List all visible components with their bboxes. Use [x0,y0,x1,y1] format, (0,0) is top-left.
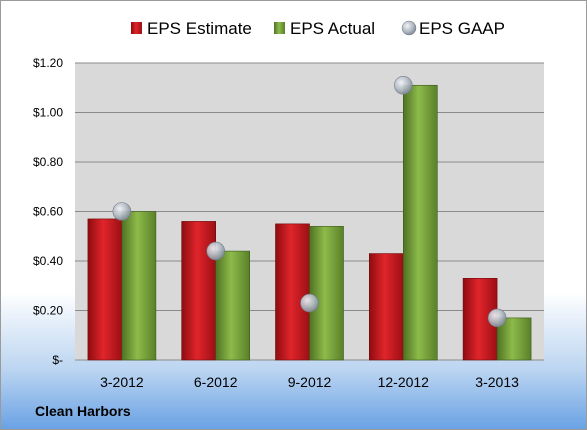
point-eps-gaap [206,241,225,261]
gaap-points [112,75,507,328]
point-eps-gaap [393,75,413,95]
y-tick-label: $- [52,353,63,367]
bar-eps-actual [309,226,344,361]
legend-swatch [274,22,285,34]
y-tick-label: $0.60 [33,205,63,219]
x-tick-label: 9-2012 [288,374,332,390]
y-tick-label: $0.80 [33,155,63,169]
x-tick-label: 3-2013 [475,374,519,390]
y-axis-labels: $- $0.20 $0.40 $0.60 $0.80 $1.00 $1.20 [33,56,63,367]
legend: EPS Estimate EPS Actual EPS GAAP [131,19,505,38]
legend-swatch [131,22,142,34]
x-tick-label: 6-2012 [194,374,238,390]
point-eps-gaap [112,202,132,221]
y-tick-label: $1.20 [33,56,63,70]
bar-eps-actual [402,84,438,361]
y-tick-label: $1.00 [33,106,63,120]
company-label: Clean Harbors [35,403,131,419]
legend-label: EPS GAAP [419,19,505,38]
x-axis-labels: 3-2012 6-2012 9-2012 12-2012 3-2013 [100,374,519,390]
legend-swatch [401,20,417,36]
bar-eps-actual [121,211,157,361]
bar-eps-estimate [275,223,310,361]
bar-eps-actual [215,250,250,361]
legend-label: EPS Actual [290,19,375,38]
legend-label: EPS Estimate [147,19,252,38]
bar-eps-estimate [87,218,123,361]
y-tick-label: $0.40 [33,254,63,268]
x-tick-label: 12-2012 [378,374,430,390]
point-eps-gaap [487,308,507,328]
y-tick-label: $0.20 [33,304,63,318]
point-eps-gaap [300,293,319,313]
x-tick-label: 3-2012 [100,374,144,390]
bar-eps-estimate [368,253,404,361]
bars [87,84,532,361]
bar-eps-estimate [181,221,216,361]
